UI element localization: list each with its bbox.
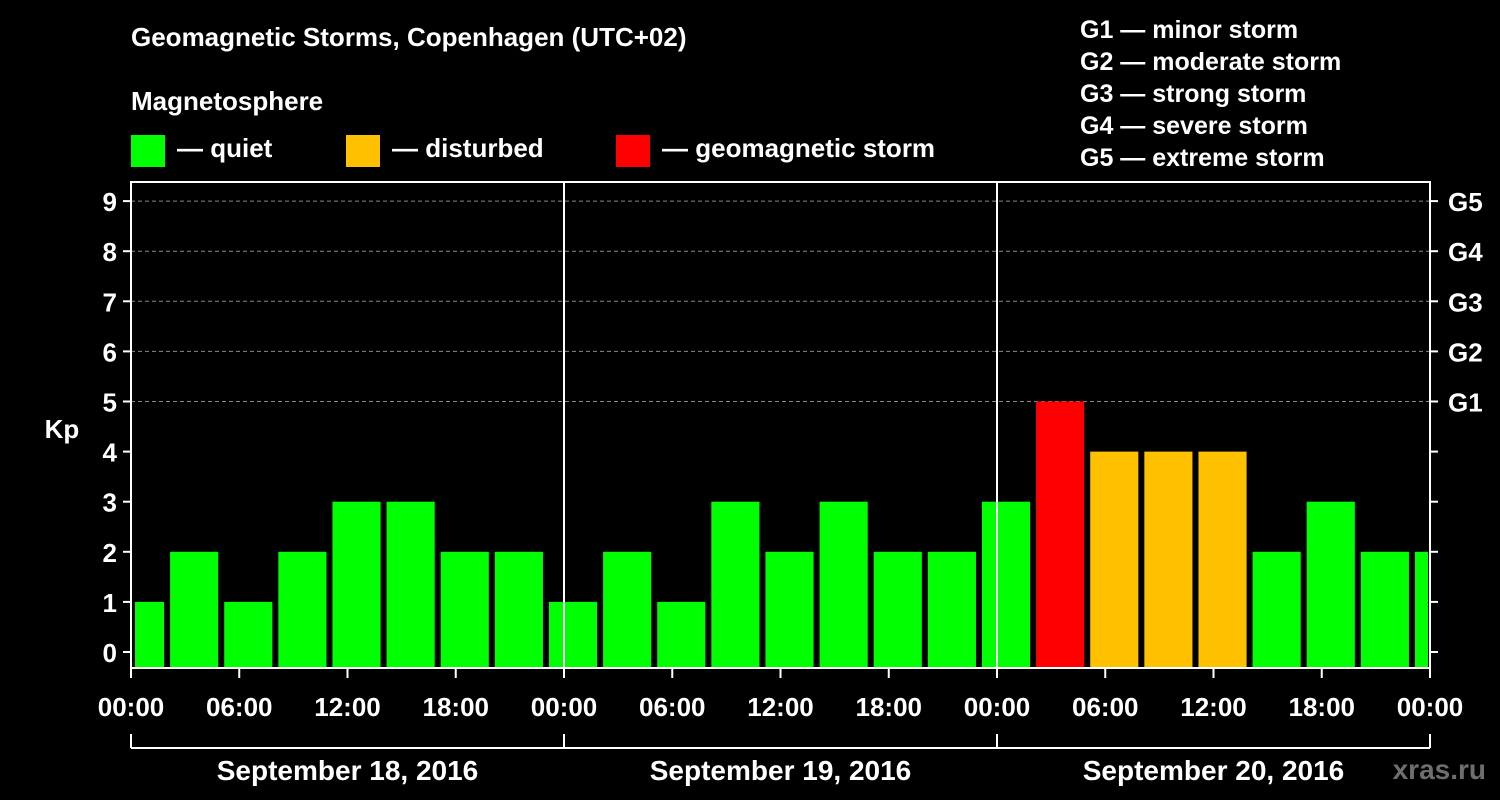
y-tick-label-3: 3: [103, 488, 117, 518]
y-tick-label-8: 8: [103, 237, 117, 267]
magnetosphere-title: Magnetosphere: [131, 86, 324, 116]
g-label-G4: G4: [1448, 237, 1483, 267]
x-tick-label-6: 12:00: [747, 692, 814, 722]
x-tick-label-9: 06:00: [1072, 692, 1139, 722]
g-label-G2: G2: [1448, 337, 1483, 367]
g-legend-g2: G2 — moderate storm: [1080, 48, 1342, 76]
legend-label-disturbed: — disturbed: [392, 133, 544, 163]
watermark: xras.ru: [1392, 754, 1486, 785]
kp-bar-12: [711, 501, 760, 668]
kp-bar-7: [440, 551, 489, 668]
chart-title: Geomagnetic Storms, Copenhagen (UTC+02): [131, 22, 687, 52]
x-tick-label-0: 00:00: [98, 692, 165, 722]
day-label-2: September 19, 2016: [650, 755, 912, 786]
kp-bar-23: [1306, 501, 1355, 668]
kp-bar-19: [1090, 451, 1139, 668]
kp-bar-13: [765, 551, 814, 668]
kp-bar-15: [873, 551, 922, 668]
g-legend-g5: G5 — extreme storm: [1080, 144, 1325, 172]
kp-bar-10: [603, 551, 652, 668]
kp-bar-14: [819, 501, 868, 668]
day-label-3: September 20, 2016: [1083, 755, 1345, 786]
x-tick-label-8: 00:00: [964, 692, 1031, 722]
kp-bar-17: [981, 501, 1031, 668]
g-legend-g4: G4 — severe storm: [1080, 112, 1308, 140]
kp-bar-4: [278, 551, 327, 668]
x-tick-label-3: 18:00: [423, 692, 490, 722]
legend-label-quiet: — quiet: [177, 133, 273, 163]
y-tick-label-1: 1: [103, 588, 117, 618]
y-tick-label-6: 6: [103, 337, 117, 367]
x-tick-label-1: 06:00: [206, 692, 273, 722]
y-tick-label-2: 2: [103, 538, 117, 568]
y-tick-label-9: 9: [103, 187, 117, 217]
x-tick-label-7: 18:00: [856, 692, 923, 722]
kp-bar-1: [135, 601, 165, 668]
kp-bar-18: [1036, 401, 1085, 668]
x-tick-label-10: 12:00: [1180, 692, 1247, 722]
kp-bar-21: [1198, 451, 1247, 668]
g-legend-g3: G3 — strong storm: [1080, 80, 1307, 108]
kp-bar-6: [386, 501, 435, 668]
kp-bar-5: [332, 501, 381, 668]
y-tick-label-0: 0: [103, 638, 117, 668]
g-scale-legend: G1 — minor storm G2 — moderate storm G3 …: [1080, 14, 1341, 174]
g-label-G3: G3: [1448, 287, 1483, 317]
kp-bar-24: [1360, 551, 1409, 668]
kp-bar-16: [927, 551, 976, 668]
kp-bar-9: [548, 601, 598, 668]
y-tick-label-4: 4: [103, 438, 118, 468]
x-tick-label-12: 00:00: [1397, 692, 1464, 722]
x-tick-label-5: 06:00: [639, 692, 706, 722]
kp-bar-20: [1144, 451, 1193, 668]
kp-bar-3: [224, 601, 273, 668]
g-legend-g1: G1 — minor storm: [1080, 16, 1299, 44]
kp-bar-11: [657, 601, 706, 668]
kp-bars: [135, 401, 1428, 668]
g-label-G1: G1: [1448, 388, 1483, 418]
x-tick-label-2: 12:00: [314, 692, 381, 722]
y-tick-label-5: 5: [103, 388, 117, 418]
disturbed-swatch: [346, 135, 380, 167]
kp-bar-25: [1414, 551, 1428, 668]
kp-bar-8: [494, 551, 543, 668]
g-label-G5: G5: [1448, 187, 1483, 217]
axes: 0 1 2 3 4 5 6 7 8 9 G1 G2 G3 G4 G5 00:00 06:00 12:00 18:00…: [98, 181, 1483, 786]
legend-label-storm: — geomagnetic storm: [662, 133, 936, 163]
day-label-1: September 18, 2016: [217, 755, 479, 786]
quiet-swatch: [131, 135, 165, 167]
kp-bar-2: [170, 551, 219, 668]
y-axis-label: Kp: [45, 414, 80, 444]
grid-lines: [131, 200, 1430, 402]
x-tick-label-4: 00:00: [531, 692, 598, 722]
storm-swatch: [616, 135, 650, 167]
x-tick-label-11: 18:00: [1289, 692, 1356, 722]
y-tick-label-7: 7: [103, 287, 117, 317]
kp-bar-22: [1252, 551, 1301, 668]
